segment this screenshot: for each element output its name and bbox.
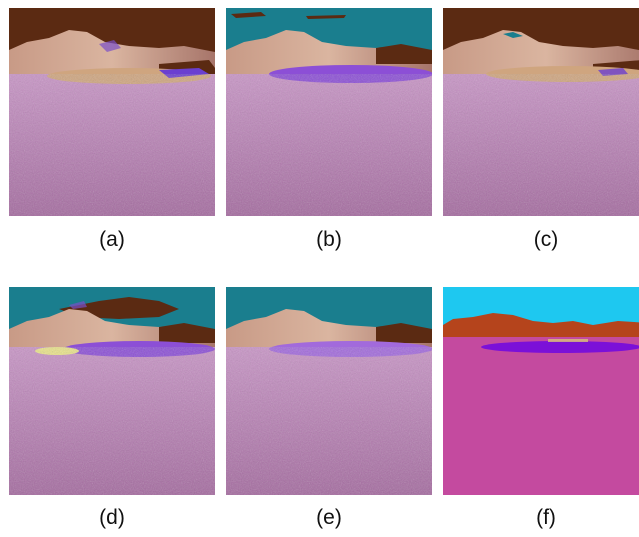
segmentation-panel-c bbox=[443, 8, 639, 216]
segmentation-panel-b bbox=[226, 8, 432, 216]
segmentation-panel-a bbox=[9, 8, 215, 216]
segmentation-panel-f bbox=[443, 287, 639, 495]
caption-b: (b) bbox=[316, 228, 342, 251]
caption-a: (a) bbox=[99, 228, 125, 251]
segmentation-panel-d bbox=[9, 287, 215, 495]
caption-c: (c) bbox=[533, 228, 559, 251]
caption-d: (d) bbox=[99, 506, 125, 529]
caption-e: (e) bbox=[316, 506, 342, 529]
segmentation-panel-e bbox=[226, 287, 432, 495]
caption-f: (f) bbox=[536, 506, 556, 529]
